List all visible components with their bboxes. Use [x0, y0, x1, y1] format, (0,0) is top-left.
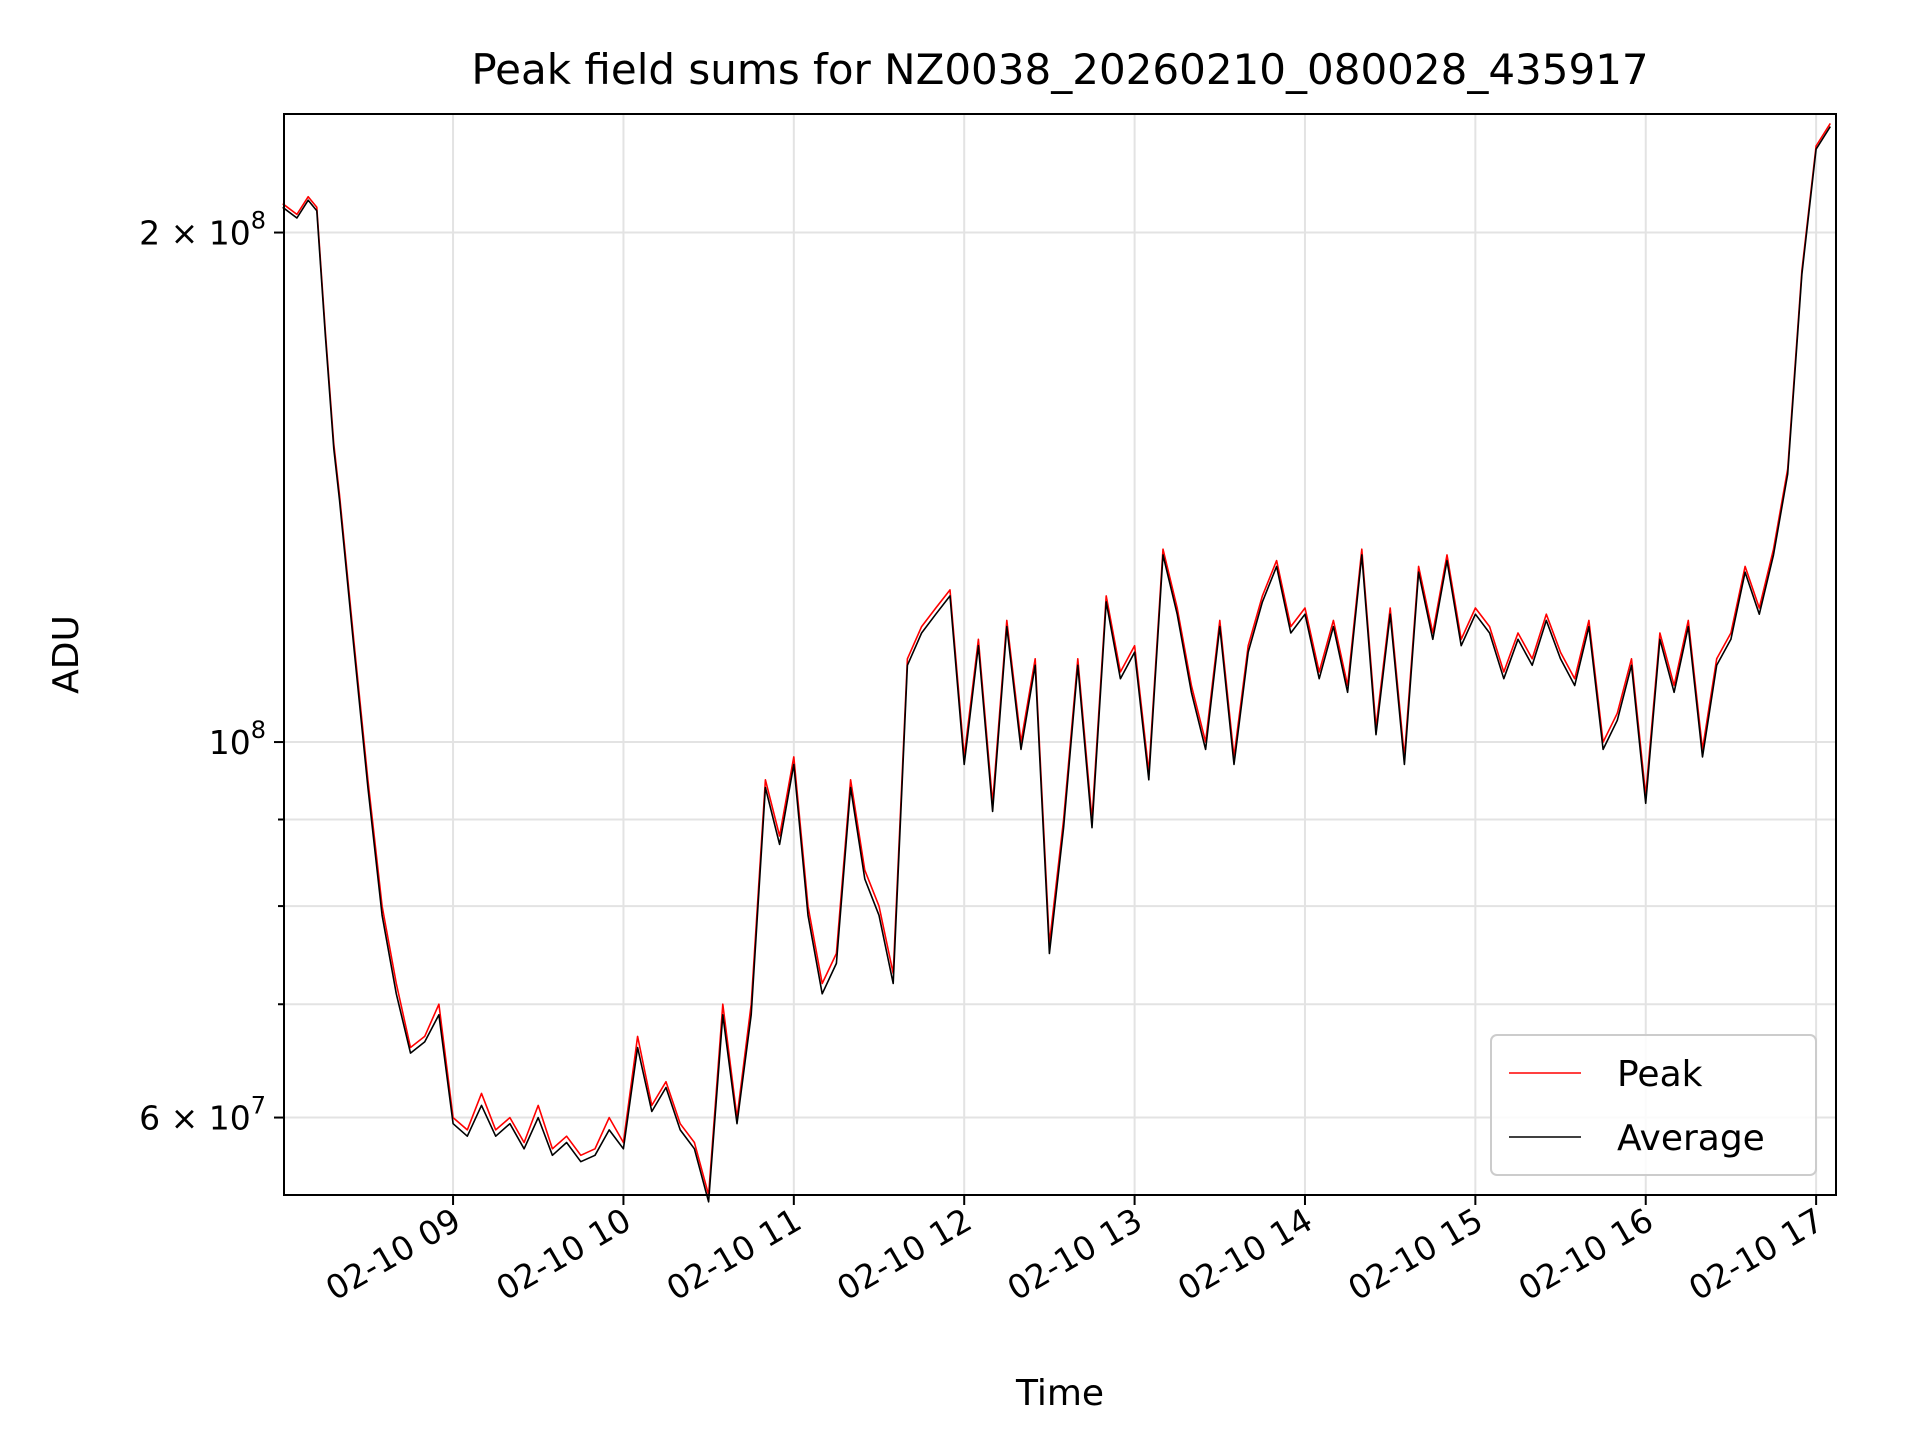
- y-tick-label: 2 × 108: [139, 207, 266, 253]
- y-axis-ticks: 2 × 108 108 6 × 107: [139, 207, 284, 1138]
- legend-label-peak: Peak: [1617, 1054, 1703, 1095]
- y-axis-label: ADU: [46, 615, 87, 694]
- plot-frame: [283, 113, 1837, 1196]
- chart-title: Peak field sums for NZ0038_20260210_0800…: [471, 45, 1648, 94]
- grid: [284, 114, 1836, 1195]
- plot-series: [282, 122, 1831, 1203]
- y-tick-label: 108: [209, 716, 266, 762]
- legend: Peak Average: [1490, 1034, 1817, 1176]
- x-axis-label: Time: [1015, 1373, 1104, 1414]
- series-line-average: [282, 126, 1831, 1203]
- legend-label-average: Average: [1617, 1118, 1765, 1159]
- y-tick-label: 6 × 107: [139, 1092, 266, 1138]
- legend-box: [1490, 1034, 1817, 1176]
